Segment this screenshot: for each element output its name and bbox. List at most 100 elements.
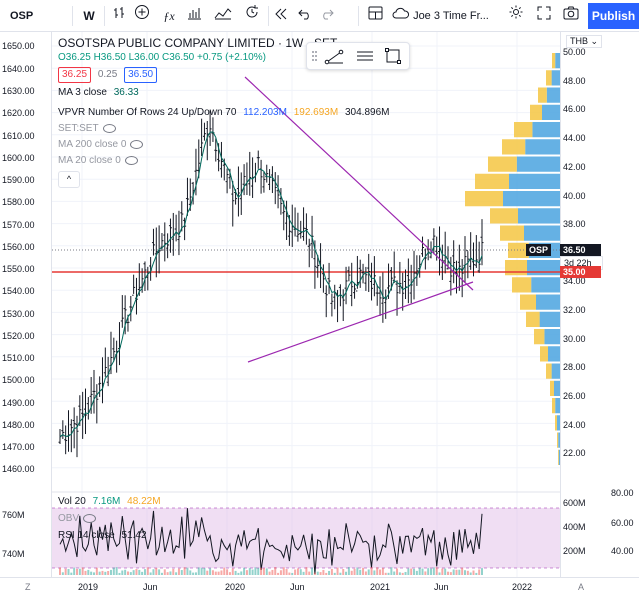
volume-profile-up-bar	[516, 156, 560, 172]
volume-profile-down-bar	[526, 311, 540, 327]
volume-bar	[410, 568, 413, 575]
left-price-axis[interactable]: 1650.00 1640.00 1630.00 1620.00 1610.00 …	[0, 32, 52, 577]
volume-bar	[367, 569, 370, 575]
time-axis[interactable]: Z 2019 Jun 2020 Jun 2021 Jun 2022 A	[0, 577, 639, 598]
obv-legend[interactable]: OBV	[58, 513, 97, 524]
vpvr-down-value: 192.693M	[293, 107, 339, 118]
add-compare-icon[interactable]	[132, 4, 152, 28]
volume-profile-down-bar	[512, 277, 532, 293]
auto-scale-button[interactable]: A	[578, 582, 585, 592]
volume-bar	[138, 569, 141, 575]
currency-button[interactable]: THB ⌄	[566, 35, 603, 48]
volume-bar	[237, 572, 240, 575]
volume-bar	[447, 571, 450, 575]
eye-icon[interactable]	[130, 139, 144, 149]
volume-bar	[206, 570, 209, 575]
volume-profile-down-bar	[488, 156, 517, 172]
volume-bar	[359, 569, 362, 575]
volume-bar	[158, 569, 161, 575]
volume-bar	[260, 567, 263, 575]
fullscreen-icon[interactable]	[535, 4, 553, 28]
ohlc-text: O36.25 H36.50 L36.00 C36.50 +0.75 (+2.10…	[58, 52, 266, 63]
left-axis-label: 1560.00	[2, 242, 35, 252]
volume-bar	[452, 569, 455, 575]
volume-bar	[353, 568, 356, 575]
volume-profile-up-bar	[509, 173, 560, 189]
volume-bar	[356, 567, 359, 575]
layout-name-button[interactable]: Joe 3 Time Fr...	[392, 5, 510, 27]
line-tool-icon	[324, 49, 344, 65]
volume-bar	[132, 570, 135, 575]
collapse-legend-button[interactable]: ^	[58, 171, 80, 188]
volume-bar	[427, 568, 430, 575]
redo-icon[interactable]	[318, 4, 336, 28]
right-price-axis[interactable]: 50.00 48.00 46.00 44.00 42.00 40.00 38.0…	[560, 32, 639, 577]
volume-bar	[381, 567, 384, 575]
ma3-legend[interactable]: MA 3 close 36.33	[58, 87, 139, 98]
time-axis-label: 2021	[370, 582, 391, 592]
volume-bars	[59, 567, 483, 575]
zoom-button[interactable]: Z	[25, 582, 31, 592]
layout-icon[interactable]	[366, 4, 384, 28]
bar-style-icon[interactable]	[110, 4, 130, 28]
volume-bar	[438, 572, 441, 575]
buy-price-button[interactable]: 36.50	[124, 67, 158, 83]
volume-profile-up-bar	[503, 191, 560, 207]
volume-bar	[277, 572, 280, 575]
price-chart[interactable]	[52, 32, 560, 577]
left-axis-label: 1570.00	[2, 220, 35, 230]
templates-icon[interactable]	[184, 4, 204, 28]
volume-bar	[175, 572, 178, 575]
volume-bar	[223, 567, 226, 575]
vpvr-legend[interactable]: VPVR Number Of Rows 24 Up/Down 70 112.20…	[58, 107, 389, 118]
snapshot-icon[interactable]	[561, 4, 581, 28]
right-axis-label: 26.00	[563, 391, 586, 401]
volume-profile-up-bar	[525, 139, 560, 155]
volume-bar	[435, 567, 438, 575]
volume-profile-up-bar	[532, 122, 560, 138]
volume-profile-down-bar	[500, 225, 524, 241]
symbol-search-button[interactable]: OSP	[10, 10, 34, 22]
left-axis-label: 1580.00	[2, 197, 35, 207]
volume-bar	[73, 567, 76, 575]
volume-bar	[177, 568, 180, 575]
volume-legend[interactable]: Vol 20 7.16M 48.22M	[58, 496, 161, 507]
chart-title: OSOTSPA PUBLIC COMPANY LIMITED · 1W · SE…	[58, 36, 338, 50]
sell-price-button[interactable]: 36.25	[58, 67, 92, 83]
volume-bar	[59, 567, 61, 575]
volume-bar	[345, 571, 348, 575]
undo-icon[interactable]	[296, 4, 314, 28]
replay-icon[interactable]	[272, 4, 290, 28]
indicators-icon[interactable]: ƒx	[163, 9, 175, 23]
rsi-legend[interactable]: RSI 14 close 51.42	[58, 530, 147, 541]
ma20-legend[interactable]: MA 20 close 0	[58, 155, 138, 166]
shape-tool-icon	[385, 48, 401, 64]
symbol-tag: OSP	[526, 244, 552, 256]
compare-chart-icon[interactable]	[212, 4, 234, 28]
publish-button[interactable]: Publish	[588, 3, 639, 29]
ma200-legend[interactable]: MA 200 close 0	[58, 139, 144, 150]
vpvr-label: VPVR Number Of Rows 24 Up/Down 70	[58, 107, 237, 118]
volume-bar	[413, 568, 416, 575]
volume-profile-down-bar	[520, 294, 536, 310]
volume-bar	[163, 569, 166, 575]
last-price-tag: 36.50	[560, 244, 601, 256]
set-legend[interactable]: SET:SET	[58, 123, 116, 134]
volume-bar	[112, 567, 115, 575]
interval-button[interactable]: W	[83, 9, 95, 23]
right-axis-label: 80.00	[611, 488, 634, 498]
settings-icon[interactable]	[507, 4, 525, 28]
left-axis-label: 1600.00	[2, 153, 35, 163]
alert-icon[interactable]	[242, 4, 262, 28]
volume-bar	[311, 567, 314, 575]
volume-bar	[92, 572, 95, 575]
volume-bar	[430, 568, 433, 575]
eye-icon[interactable]	[83, 513, 97, 523]
volume-bar	[78, 568, 81, 575]
volume-bar	[192, 572, 195, 575]
eye-icon[interactable]	[102, 123, 116, 133]
volume-bar	[248, 568, 251, 575]
volume-bar	[282, 567, 285, 575]
volume-bar	[342, 568, 345, 575]
eye-icon[interactable]	[124, 155, 138, 165]
